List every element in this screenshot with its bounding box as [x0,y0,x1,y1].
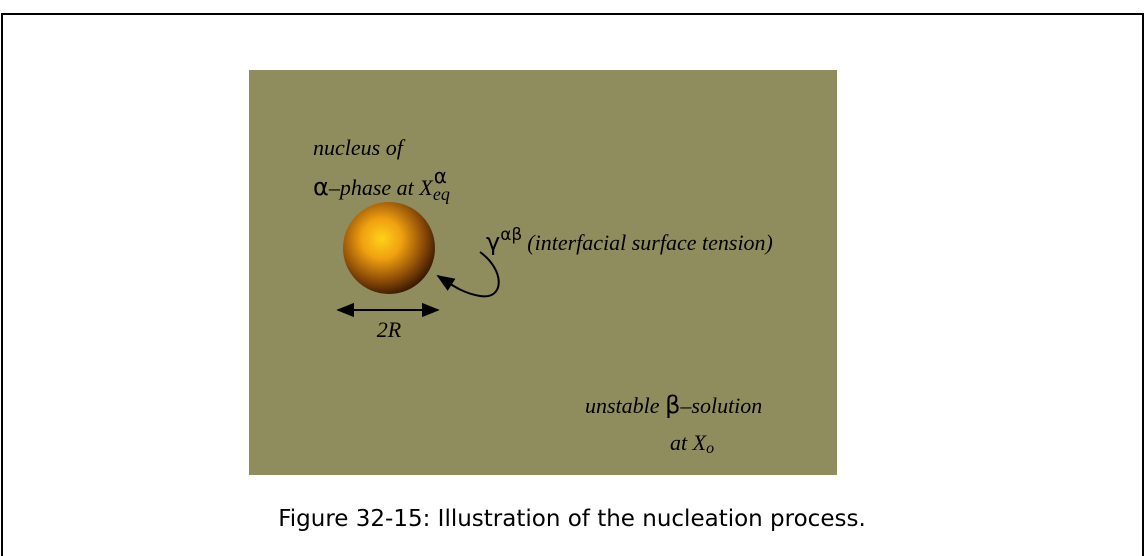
nucleus-label: nucleus of [313,135,406,160]
background-panel [249,70,837,475]
nucleus-phase-label: α–phase at Xα eq [313,164,450,204]
solution-label: unstable β–solution [585,391,762,419]
tension-label: γαβ (interfacial surface tension) [486,225,773,256]
caption: Figure 32-15: Illustration of the nuclea… [278,506,866,532]
frame [1,13,1144,556]
solution-at-label: at Xo [670,430,714,457]
nucleus-sphere [343,202,435,294]
diameter-label: 2R [377,317,402,342]
tension-arrow [436,251,500,298]
